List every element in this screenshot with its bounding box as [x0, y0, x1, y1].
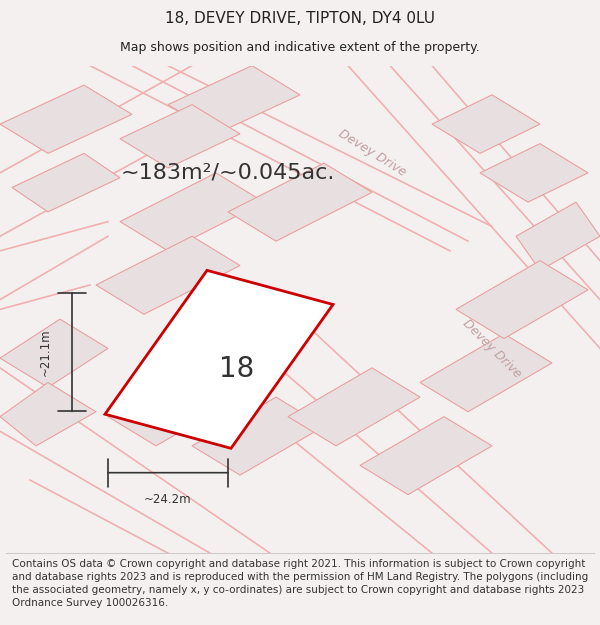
Polygon shape	[12, 153, 120, 212]
Text: Contains OS data © Crown copyright and database right 2021. This information is : Contains OS data © Crown copyright and d…	[12, 559, 588, 609]
Polygon shape	[96, 236, 240, 314]
Text: ~183m²/~0.045ac.: ~183m²/~0.045ac.	[121, 163, 335, 183]
Text: ~24.2m: ~24.2m	[144, 493, 192, 506]
Text: 18: 18	[220, 355, 254, 383]
Polygon shape	[168, 66, 300, 134]
Polygon shape	[456, 261, 588, 339]
Polygon shape	[105, 271, 333, 448]
Polygon shape	[516, 202, 600, 271]
Polygon shape	[480, 144, 588, 202]
Polygon shape	[120, 173, 264, 251]
Polygon shape	[288, 368, 420, 446]
Polygon shape	[228, 163, 372, 241]
Polygon shape	[108, 368, 240, 446]
Polygon shape	[420, 334, 552, 412]
Polygon shape	[120, 104, 240, 168]
Polygon shape	[360, 417, 492, 494]
Text: 18, DEVEY DRIVE, TIPTON, DY4 0LU: 18, DEVEY DRIVE, TIPTON, DY4 0LU	[165, 11, 435, 26]
Polygon shape	[0, 382, 96, 446]
Polygon shape	[432, 95, 540, 153]
Polygon shape	[0, 319, 108, 388]
Polygon shape	[192, 397, 324, 475]
Polygon shape	[0, 85, 132, 153]
Text: Map shows position and indicative extent of the property.: Map shows position and indicative extent…	[120, 41, 480, 54]
Text: Devey Drive: Devey Drive	[460, 316, 524, 380]
Text: ~21.1m: ~21.1m	[38, 328, 52, 376]
Text: Devey Drive: Devey Drive	[336, 127, 408, 179]
